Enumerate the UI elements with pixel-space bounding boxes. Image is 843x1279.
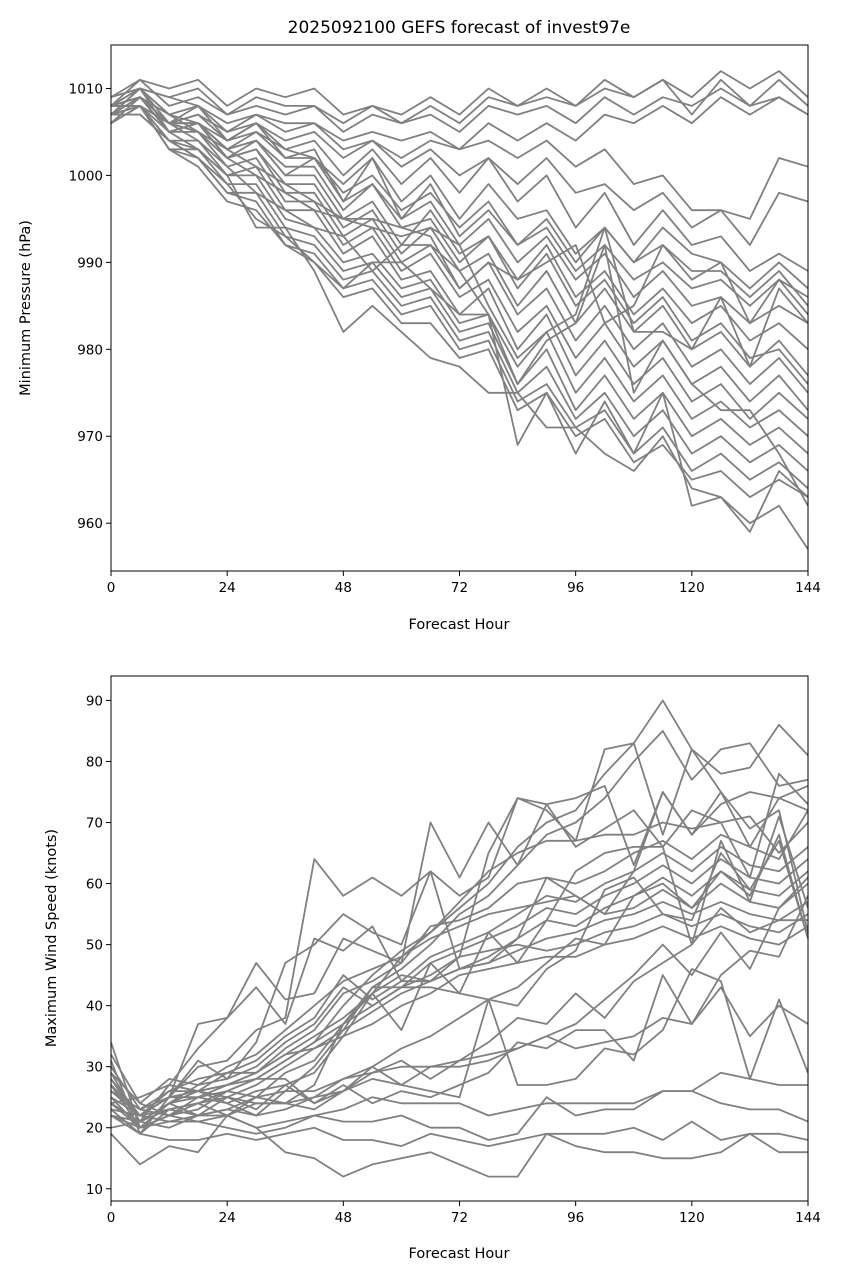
wind-y-tick-label: 80 bbox=[86, 754, 103, 770]
pressure-x-tick-label: 72 bbox=[451, 580, 468, 596]
wind-series-line-25 bbox=[110, 1054, 809, 1141]
pressure-x-tick-label: 24 bbox=[219, 580, 236, 596]
pressure-series-line-10 bbox=[110, 105, 809, 316]
wind-x-tick-label: 0 bbox=[107, 1210, 116, 1226]
pressure-x-tick-label: 0 bbox=[107, 580, 116, 596]
wind-chart: 0 24 48 72 96 120 144 10 20 30 40 50 60 70 80 90 Foreca… bbox=[44, 675, 821, 1262]
pressure-y-tick-label: 1000 bbox=[69, 168, 103, 184]
pressure-chart: 2025092100 GEFS forecast of invest97e 0 2… bbox=[18, 18, 821, 633]
wind-y-tick-label: 40 bbox=[86, 999, 103, 1015]
wind-series-group bbox=[110, 699, 809, 1178]
wind-series-line-18 bbox=[110, 833, 809, 1117]
pressure-y-tick-label: 990 bbox=[77, 255, 103, 271]
pressure-series-line-23 bbox=[110, 96, 809, 550]
pressure-series-line-1 bbox=[110, 70, 809, 116]
wind-x-tick-label: 96 bbox=[567, 1210, 584, 1226]
pressure-x-tick-label: 120 bbox=[679, 580, 705, 596]
wind-y-tick-label: 90 bbox=[86, 693, 103, 709]
pressure-series-line-25 bbox=[110, 87, 809, 507]
pressure-series-line-3 bbox=[110, 78, 809, 133]
wind-series-line-26 bbox=[110, 1114, 809, 1147]
pressure-series-line-22 bbox=[110, 105, 809, 499]
pressure-series-line-24 bbox=[111, 105, 809, 533]
pressure-x-axis-label: Forecast Hour bbox=[409, 617, 510, 633]
wind-series-line-27 bbox=[110, 1114, 808, 1178]
wind-ticks: 0 24 48 72 96 120 144 10 20 30 40 50 60 70 80 90 bbox=[86, 693, 821, 1226]
wind-x-tick-label: 144 bbox=[795, 1210, 821, 1226]
pressure-series-line-19 bbox=[111, 105, 809, 455]
wind-series-line-5 bbox=[110, 846, 809, 1111]
wind-series-line-14 bbox=[110, 772, 809, 1135]
wind-x-tick-label: 24 bbox=[219, 1210, 236, 1226]
wind-y-tick-label: 20 bbox=[86, 1121, 103, 1137]
pressure-series-line-4 bbox=[110, 87, 809, 151]
wind-y-axis-label: Maximum Wind Speed (knots) bbox=[44, 829, 60, 1047]
wind-series-line-15 bbox=[110, 791, 809, 1117]
pressure-series-line-20 bbox=[111, 113, 809, 472]
pressure-y-axis-label: Minimum Pressure (hPa) bbox=[18, 220, 34, 396]
wind-y-tick-label: 70 bbox=[86, 816, 103, 832]
pressure-series-group bbox=[110, 70, 809, 550]
pressure-y-tick-label: 980 bbox=[77, 342, 103, 358]
pressure-x-tick-label: 96 bbox=[567, 580, 584, 596]
pressure-x-tick-label: 48 bbox=[335, 580, 352, 596]
pressure-ticks: 0 24 48 72 96 120 144 960 970 980 990 1000 1010 bbox=[69, 81, 821, 596]
wind-series-line-11 bbox=[110, 925, 809, 1111]
wind-x-tick-label: 120 bbox=[679, 1210, 705, 1226]
pressure-y-tick-label: 970 bbox=[77, 429, 103, 445]
wind-series-line-23 bbox=[110, 986, 809, 1129]
pressure-y-tick-label: 960 bbox=[77, 516, 103, 532]
wind-series-line-12 bbox=[110, 742, 809, 1117]
pressure-x-tick-label: 144 bbox=[795, 580, 821, 596]
wind-x-axis-label: Forecast Hour bbox=[409, 1246, 510, 1262]
wind-x-tick-label: 48 bbox=[335, 1210, 352, 1226]
wind-x-tick-label: 72 bbox=[451, 1210, 468, 1226]
chart-title: 2025092100 GEFS forecast of invest97e bbox=[288, 18, 631, 38]
wind-y-tick-label: 60 bbox=[86, 877, 103, 893]
pressure-series-line-27 bbox=[110, 96, 809, 325]
pressure-series-line-9 bbox=[110, 96, 809, 307]
wind-y-tick-label: 10 bbox=[86, 1182, 103, 1198]
pressure-series-line-21 bbox=[111, 105, 809, 490]
wind-y-tick-label: 50 bbox=[86, 938, 103, 954]
pressure-y-tick-label: 1010 bbox=[69, 81, 103, 97]
wind-axes-frame bbox=[110, 675, 809, 1202]
wind-y-tick-label: 30 bbox=[86, 1060, 103, 1076]
pressure-series-line-6 bbox=[110, 96, 809, 246]
pressure-series-line-26 bbox=[110, 96, 809, 368]
